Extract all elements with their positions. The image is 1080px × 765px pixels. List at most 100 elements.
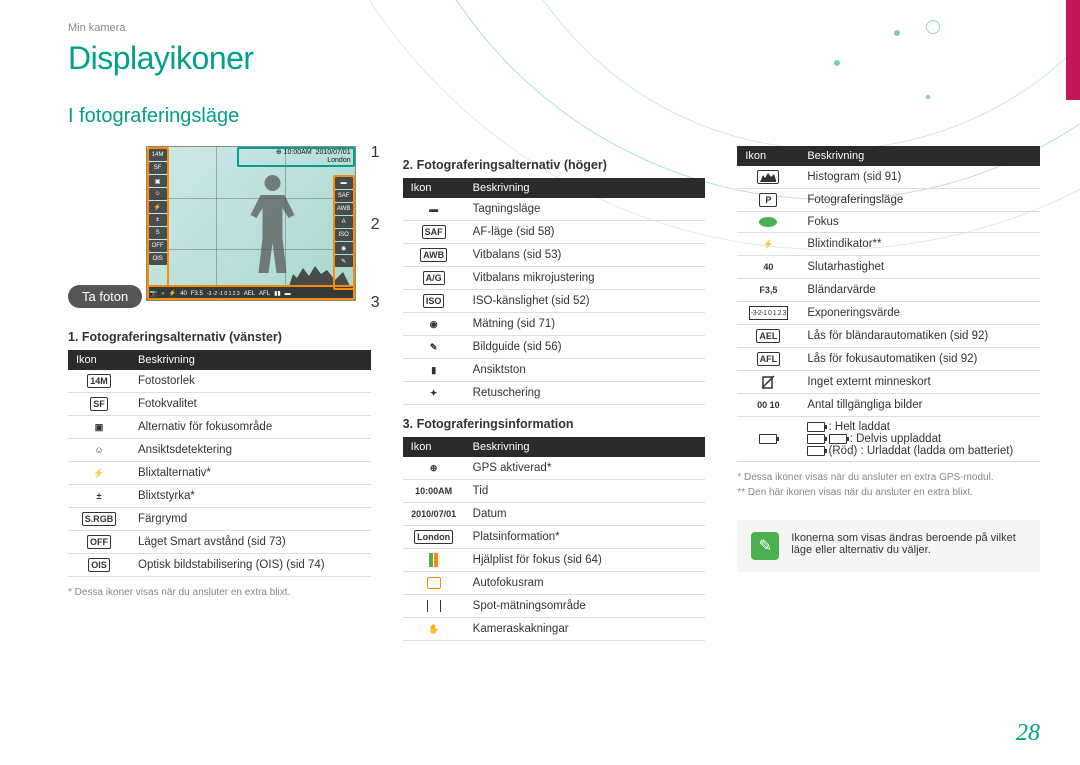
table-icon: 40: [759, 260, 777, 274]
th-desc: Beskrivning: [130, 350, 371, 370]
table-2: Ikon Beskrivning ▬TagningslägeSAFAF-läge…: [403, 178, 706, 405]
table-row: ✦Retuschering: [403, 382, 706, 405]
table-icon: 14M: [87, 374, 111, 388]
table-row: ▮ Ansiktston: [403, 359, 706, 382]
table-row: ✋ Kameraskakningar: [403, 618, 706, 641]
table-icon: ⊕: [425, 461, 443, 475]
desc-cell: Vitbalans mikrojustering: [465, 267, 706, 290]
desc-cell: Tagningsläge: [465, 198, 706, 221]
camera-display-figure: 14MSF▣☺ ⚡±SOFFOIS ▬SAFAWBA ISO◉✎ ⊕ 10:00…: [146, 146, 356, 301]
table-icon: SF: [90, 397, 108, 411]
table-1: Ikon Beskrivning 14M FotostorlekSFFotokva…: [68, 350, 371, 577]
desc-cell: Fotostorlek: [130, 370, 371, 393]
card-icon: [759, 375, 777, 389]
desc-cell: Vitbalans (sid 53): [465, 244, 706, 267]
table-icon: ✦: [425, 386, 443, 400]
left-icon-stack: 14MSF▣☺ ⚡±SOFFOIS: [149, 149, 167, 265]
section-3-title: 3. Fotograferingsinformation: [403, 417, 706, 431]
column-right: Ikon Beskrivning Histogram (sid 91)PFoto…: [737, 146, 1040, 641]
table-icon: ▣: [90, 420, 108, 434]
table-row: 10:00AMTid: [403, 480, 706, 503]
battery-full-icon: [759, 434, 777, 444]
desc-cell: AF-läge (sid 58): [465, 221, 706, 244]
th-icon: Ikon: [737, 146, 799, 166]
desc-cell: Tid: [465, 480, 706, 503]
table-icon: ✋: [425, 622, 443, 636]
table-row: ✎ Bildguide (sid 56): [403, 336, 706, 359]
callout-3: 3: [371, 294, 380, 312]
table-row: 2010/07/01Datum: [403, 503, 706, 526]
th-icon: Ikon: [403, 437, 465, 457]
table-icon: ✎: [425, 340, 443, 354]
table-row: 14M Fotostorlek: [68, 370, 371, 393]
table-row: AFLLås för fokusautomatiken (sid 92): [737, 348, 1040, 371]
desc-cell: Blixtindikator**: [799, 233, 1040, 256]
table-row: ◉ Mätning (sid 71): [403, 313, 706, 336]
desc-cell: Alternativ för fokusområde: [130, 416, 371, 439]
desc-cell: GPS aktiverad*: [465, 457, 706, 480]
th-desc: Beskrivning: [799, 146, 1040, 166]
table-3b: Ikon Beskrivning Histogram (sid 91)PFoto…: [737, 146, 1040, 462]
table-icon: ◉: [425, 317, 443, 331]
th-desc: Beskrivning: [465, 437, 706, 457]
table-row: Inget externt minneskort: [737, 371, 1040, 394]
table-row: Spot-mätningsområde: [403, 595, 706, 618]
desc-cell: Hjälplist för fokus (sid 64): [465, 549, 706, 572]
focus-bar-icon: [425, 553, 443, 567]
desc-cell: Blixtstyrka*: [130, 485, 371, 508]
table-row: Histogram (sid 91): [737, 166, 1040, 189]
desc-cell: Ansiktsdetektering: [130, 439, 371, 462]
table-icon: A/G: [423, 271, 445, 285]
desc-cell: Spot-mätningsområde: [465, 595, 706, 618]
desc-cell: Kameraskakningar: [465, 618, 706, 641]
battery-desc: : Helt laddat : Delvis uppladdat (Röd) :…: [799, 417, 1040, 462]
th-desc: Beskrivning: [465, 178, 706, 198]
table-icon: 00 10: [757, 398, 780, 412]
table-icon: SAF: [422, 225, 446, 239]
th-icon: Ikon: [68, 350, 130, 370]
table-icon: P: [759, 193, 777, 207]
table-row: OIS Optisk bildstabilisering (OIS) (sid 7…: [68, 554, 371, 577]
camera-top-info: ⊕ 10:00AM 2010/07/01 London: [276, 149, 351, 166]
table-row: ±Blixtstyrka*: [68, 485, 371, 508]
table-icon: OFF: [87, 535, 111, 549]
table-row: Autofokusram: [403, 572, 706, 595]
desc-cell: Datum: [465, 503, 706, 526]
desc-cell: Mätning (sid 71): [465, 313, 706, 336]
table-row: S.RGBFärgrymd: [68, 508, 371, 531]
table-3: Ikon Beskrivning ⊕ GPS aktiverad*10:00AMT…: [403, 437, 706, 641]
desc-cell: Bildguide (sid 56): [465, 336, 706, 359]
desc-cell: Antal tillgängliga bilder: [799, 394, 1040, 417]
table-icon: ▮: [425, 363, 443, 377]
desc-cell: Exponeringsvärde: [799, 302, 1040, 325]
desc-cell: Optisk bildstabilisering (OIS) (sid 74): [130, 554, 371, 577]
table-icon: ⚡: [90, 466, 108, 480]
table-icon: AFL: [757, 352, 781, 366]
footnote-1: * Dessa ikoner visas när du ansluter en …: [68, 585, 371, 600]
desc-cell: Slutarhastighet: [799, 256, 1040, 279]
table-icon: OIS: [88, 558, 110, 572]
table-row: PFotograferingsläge: [737, 189, 1040, 212]
table-row: SFFotokvalitet: [68, 393, 371, 416]
table-icon: AEL: [756, 329, 780, 343]
table-row: OFFLäget Smart avstånd (sid 73): [68, 531, 371, 554]
desc-cell: Platsinformation*: [465, 526, 706, 549]
histogram-icon: [757, 170, 779, 184]
page-number: 28: [1016, 720, 1040, 747]
spot-frame-icon: [425, 599, 443, 613]
table-row: Hjälplist för fokus (sid 64): [403, 549, 706, 572]
table-row: AWBVitbalans (sid 53): [403, 244, 706, 267]
table-row: LondonPlatsinformation*: [403, 526, 706, 549]
column-middle: 2. Fotograferingsalternativ (höger) Ikon…: [403, 146, 706, 641]
table-row: A/G Vitbalans mikrojustering: [403, 267, 706, 290]
ev-scale-icon: -3-2-1 0 1 2 3: [749, 306, 788, 320]
table-row: ☺Ansiktsdetektering: [68, 439, 371, 462]
table-row-battery: : Helt laddat : Delvis uppladdat (Röd) :…: [737, 417, 1040, 462]
desc-cell: Ansiktston: [465, 359, 706, 382]
table-row: 40 Slutarhastighet: [737, 256, 1040, 279]
callout-2: 2: [371, 216, 380, 234]
histogram-icon: [289, 264, 349, 286]
mode-pill: Ta foton: [68, 285, 142, 308]
table-icon: S.RGB: [82, 512, 117, 526]
th-icon: Ikon: [403, 178, 465, 198]
